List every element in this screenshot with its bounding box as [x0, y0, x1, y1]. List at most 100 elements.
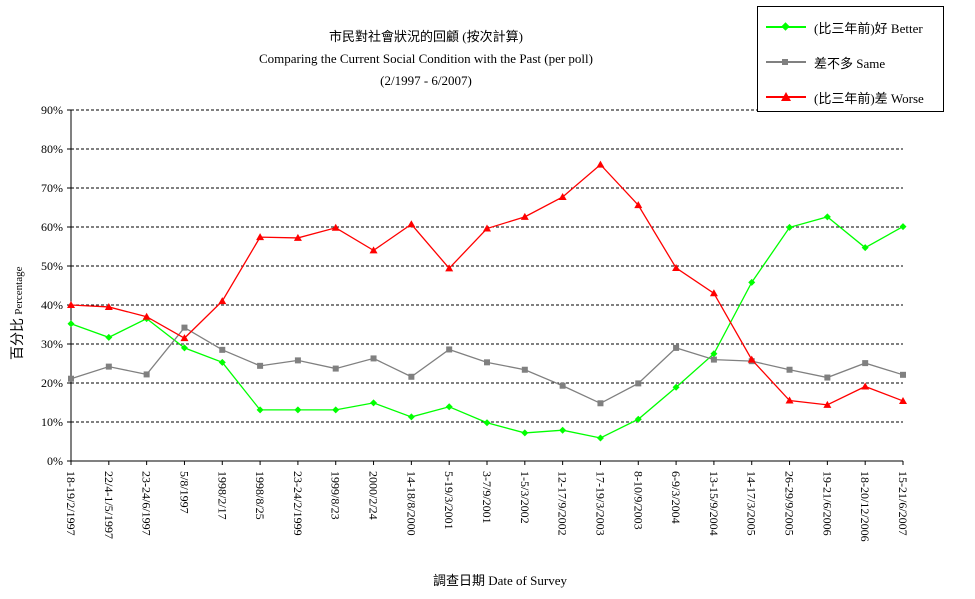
chart-title: 市民對社會狀況的回顧 (按次計算) [329, 29, 523, 44]
data-point [104, 302, 113, 310]
data-point [407, 413, 415, 421]
data-point [862, 360, 869, 367]
x-tick-label: 26-29/9/2005 [783, 471, 797, 536]
data-point [143, 371, 150, 378]
data-point [483, 419, 491, 427]
legend-swatch-worse [766, 91, 806, 103]
x-tick-label: 12-17/9/2002 [556, 471, 570, 536]
y-axis-title: 百分比 Percentage [7, 267, 27, 361]
data-point [180, 334, 189, 342]
legend-item-worse: (比三年前)差 Worse [766, 87, 924, 107]
series-line [70, 326, 904, 405]
data-point [445, 403, 453, 411]
data-point [369, 246, 378, 254]
data-point [218, 358, 226, 366]
x-tick-label: 19-21/6/2006 [820, 471, 834, 536]
y-tick-label: 40% [41, 298, 63, 312]
x-tick-label: 6-9/3/2004 [669, 471, 683, 524]
data-point [332, 406, 340, 414]
data-point [635, 380, 642, 387]
data-point [559, 382, 566, 389]
data-point [370, 399, 378, 407]
y-tick-label: 10% [41, 415, 63, 429]
data-series [67, 160, 907, 442]
data-point [293, 233, 302, 241]
y-axis-title-en: Percentage [13, 266, 25, 315]
data-point [257, 362, 264, 369]
data-point [786, 223, 794, 231]
data-point [748, 278, 756, 286]
data-point [521, 429, 529, 437]
x-tick-label: 8-10/9/2003 [631, 471, 645, 530]
x-tick-label: 23-24/6/1997 [140, 471, 154, 536]
chart-subtitle: Comparing the Current Social Condition w… [259, 51, 593, 66]
x-axis-title: 調查日期 Date of Survey [433, 573, 567, 588]
x-tick-label: 22/4-1/5/1997 [102, 471, 116, 539]
data-point [67, 301, 75, 308]
y-tick-label: 70% [41, 181, 63, 195]
legend-item-better: (比三年前)好 Better [766, 17, 923, 37]
data-point [520, 212, 529, 220]
y-tick-label: 90% [41, 103, 63, 117]
data-point [899, 223, 907, 231]
data-point [558, 192, 567, 200]
x-tick-label: 13-15/9/2004 [707, 471, 721, 536]
data-point [332, 365, 339, 372]
chart-period: (2/1997 - 6/2007) [380, 73, 472, 88]
data-point [407, 220, 416, 228]
data-point [673, 344, 680, 351]
series-line [70, 163, 904, 406]
data-point [861, 382, 870, 390]
legend-label-same: 差不多 Same [814, 55, 886, 71]
data-point [68, 375, 74, 382]
data-point [408, 373, 415, 380]
x-tick-label: 14-17/3/2005 [745, 471, 759, 536]
data-point [786, 366, 793, 373]
x-tick-label: 2000/2/24 [367, 471, 381, 520]
data-point [331, 223, 340, 231]
legend-swatch-same [766, 56, 806, 68]
data-point [180, 344, 188, 352]
x-tick-label: 14-18/8/2000 [404, 471, 418, 536]
legend-swatch-better [766, 21, 806, 33]
data-point [483, 224, 491, 232]
y-tick-label: 20% [41, 376, 63, 390]
x-tick-label: 18-19/2/1997 [64, 471, 78, 536]
data-point [710, 350, 718, 358]
data-point [710, 356, 717, 363]
data-point [105, 333, 113, 341]
gridlines [71, 109, 903, 423]
data-point [67, 320, 75, 328]
data-point [142, 312, 151, 320]
y-tick-label: 30% [41, 337, 63, 351]
x-tick-label: 5-19/3/2001 [442, 471, 456, 530]
data-point [634, 201, 643, 209]
data-point [900, 371, 906, 378]
data-point [597, 400, 604, 407]
data-point [785, 396, 794, 404]
legend-label-worse: (比三年前)差 Worse [814, 90, 924, 106]
data-point [823, 213, 831, 221]
data-point [709, 289, 718, 297]
data-point [294, 406, 302, 414]
data-point [672, 383, 680, 391]
data-point [596, 160, 605, 168]
data-point [559, 426, 567, 434]
data-point [294, 357, 301, 364]
x-tick-label: 18-20/12/2006 [858, 471, 872, 542]
y-tick-label: 50% [41, 259, 63, 273]
legend: (比三年前)好 Better 差不多 Same (比三年前)差 Worse [757, 6, 944, 112]
data-point [219, 346, 226, 353]
data-point [824, 374, 831, 381]
data-point [596, 434, 604, 442]
x-tick-label: 1-5/3/2002 [518, 471, 532, 524]
x-tick-label: 23-24/2/1999 [291, 471, 305, 536]
x-tick-label: 1999/8/23 [329, 471, 343, 520]
data-point [823, 400, 832, 408]
x-tick-label: 3-7/9/2001 [480, 471, 494, 524]
data-point [370, 355, 377, 362]
y-axis-title-zh: 百分比 [11, 318, 26, 360]
data-point [861, 244, 869, 252]
data-point [634, 415, 642, 423]
